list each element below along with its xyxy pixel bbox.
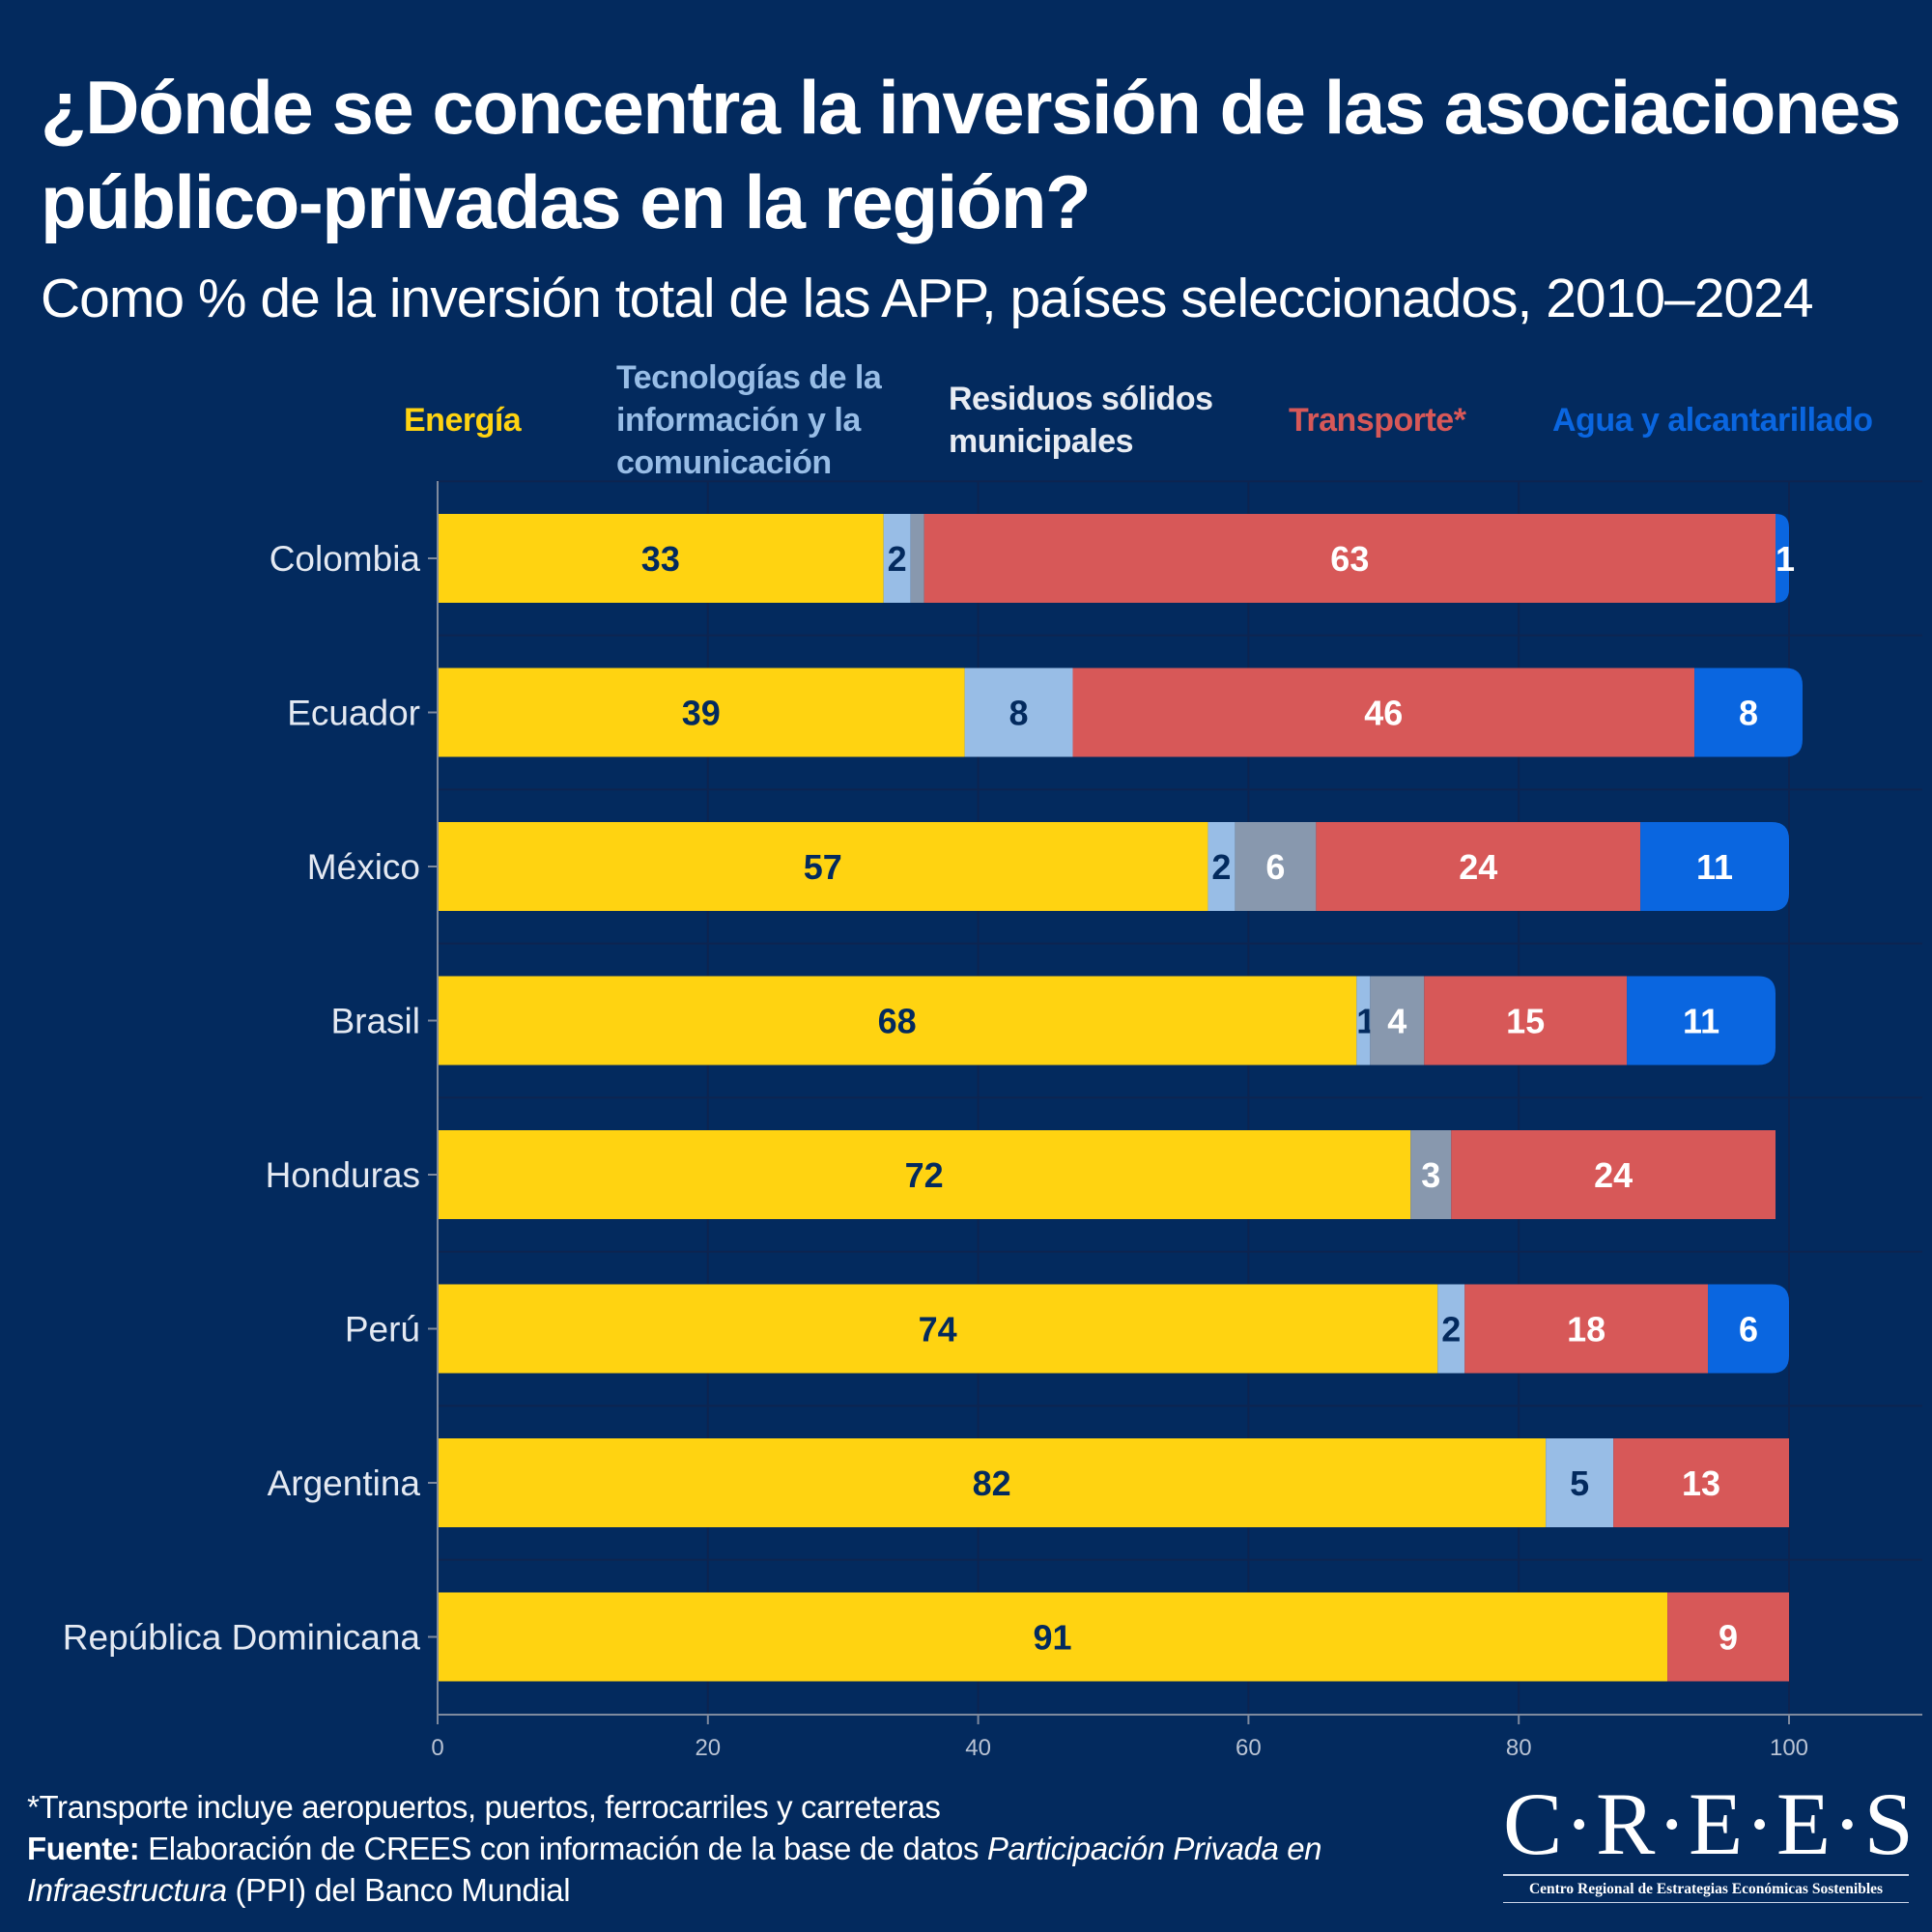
x-tick-label: 100 — [1770, 1735, 1808, 1761]
data-label-tic: 8 — [1009, 694, 1029, 733]
bar-segment-tic — [883, 514, 911, 603]
category-label: Ecuador — [287, 694, 420, 733]
source-database-name: Participación Privada en Infraestructura — [27, 1831, 1322, 1908]
legend-item-tic: Tecnologías de la información y la comun… — [616, 356, 906, 484]
bar-segment-transporte — [1424, 976, 1628, 1065]
data-label-energia: 72 — [905, 1155, 944, 1195]
data-label-residuos: 6 — [1265, 847, 1285, 887]
x-tick-label: 60 — [1236, 1735, 1262, 1761]
legend-item-residuos: Residuos sólidos municipales — [949, 378, 1238, 463]
bar-segment-transporte — [1316, 822, 1641, 911]
chart-subtitle: Como % de la inversión total de las APP,… — [41, 268, 1814, 329]
data-label-agua: 11 — [1683, 1002, 1719, 1041]
legend-item-energia: Energía — [404, 399, 549, 441]
data-label-energia: 39 — [682, 694, 721, 733]
legend-item-transporte: Transporte* — [1289, 399, 1501, 441]
data-label-energia: 57 — [804, 847, 842, 887]
bar-segment-tic — [1356, 976, 1371, 1065]
data-label-transporte: 15 — [1506, 1002, 1545, 1041]
logo-subtitle: Centro Regional de Estrategias Económica… — [1528, 1881, 1884, 1897]
bar-segment-energia — [438, 1284, 1438, 1374]
bar-segment-tic — [964, 668, 1073, 757]
category-label: Colombia — [270, 539, 421, 579]
bar-segment-transporte — [1072, 668, 1695, 757]
bar-segment-residuos — [1410, 1130, 1452, 1219]
data-label-agua: 6 — [1739, 1310, 1758, 1350]
bar-segment-transporte — [923, 514, 1776, 603]
bar-segment-agua — [1708, 1284, 1789, 1374]
bar-segment-energia — [438, 514, 884, 603]
bar-segment-energia — [438, 1130, 1411, 1219]
bar-segment-agua — [1776, 514, 1789, 603]
legend-label: Transporte* — [1289, 402, 1466, 439]
bar-segment-energia — [438, 1438, 1547, 1527]
footnote: *Transporte incluye aeropuertos, puertos… — [27, 1789, 941, 1825]
data-label-residuos: 3 — [1421, 1155, 1440, 1195]
data-label-tic: 5 — [1570, 1463, 1589, 1503]
bar-segment-tic — [1546, 1438, 1614, 1527]
bar-segment-transporte — [1613, 1438, 1789, 1527]
category-label: México — [307, 847, 420, 887]
data-label-tic: 2 — [1441, 1310, 1461, 1350]
data-label-energia: 74 — [919, 1310, 957, 1350]
data-label-tic: 2 — [888, 539, 907, 579]
data-label-transporte: 46 — [1364, 694, 1403, 733]
bar-segment-energia — [438, 822, 1208, 911]
data-label-transporte: 24 — [1459, 847, 1497, 887]
data-label-transporte: 18 — [1567, 1310, 1605, 1350]
category-label: Brasil — [330, 1002, 420, 1041]
category-label: Argentina — [268, 1463, 421, 1503]
bar-segment-energia — [438, 668, 965, 757]
bar-segment-energia — [438, 1592, 1668, 1682]
bar-segment-energia — [438, 976, 1357, 1065]
data-label-agua: 11 — [1696, 847, 1733, 887]
data-label-agua: 8 — [1739, 694, 1758, 733]
data-label-agua: 1 — [1776, 539, 1795, 579]
data-label-energia: 68 — [878, 1002, 917, 1041]
chart-title: ¿Dónde se concentra la inversión de las … — [41, 65, 1901, 244]
bar-segment-transporte — [1451, 1130, 1776, 1219]
bar-segment-residuos — [910, 514, 924, 603]
data-label-transporte: 63 — [1330, 539, 1369, 579]
x-tick-label: 80 — [1506, 1735, 1532, 1761]
data-label-energia: 91 — [1034, 1618, 1072, 1658]
x-tick-label: 0 — [431, 1735, 443, 1761]
source-text: Elaboración de CREES con información de … — [139, 1831, 987, 1866]
bar-segment-transporte — [1464, 1284, 1709, 1374]
logo-divider — [1503, 1874, 1909, 1876]
bar-segment-residuos — [1235, 822, 1317, 911]
data-label-transporte: 9 — [1719, 1618, 1738, 1658]
x-tick-label: 40 — [965, 1735, 991, 1761]
crees-logo: C·R·E·E·S Centro Regional de Estrategias… — [1503, 1775, 1916, 1903]
data-label-residuos: 4 — [1387, 1002, 1406, 1041]
legend-item-agua: Agua y alcantarillado — [1552, 399, 1919, 441]
data-label-tic: 2 — [1211, 847, 1231, 887]
x-tick-label: 20 — [695, 1735, 721, 1761]
source-note: Fuente: Elaboración de CREES con informa… — [27, 1828, 1399, 1911]
source-text-end: (PPI) del Banco Mundial — [226, 1872, 571, 1908]
bar-segment-tic — [1437, 1284, 1465, 1374]
legend-label: Agua y alcantarillado — [1552, 402, 1873, 439]
legend-label: Energía — [404, 402, 522, 439]
category-label: Perú — [345, 1310, 420, 1350]
bar-segment-agua — [1694, 668, 1803, 757]
category-label: República Dominicana — [63, 1618, 421, 1658]
bar-segment-transporte — [1667, 1592, 1789, 1682]
bar-segment-agua — [1627, 976, 1776, 1065]
data-label-transporte: 13 — [1682, 1463, 1720, 1503]
logo-divider-bottom — [1503, 1902, 1909, 1903]
bar-segment-tic — [1208, 822, 1236, 911]
category-label: Honduras — [266, 1155, 420, 1195]
data-label-energia: 82 — [973, 1463, 1011, 1503]
bar-segment-residuos — [1370, 976, 1425, 1065]
legend-label: Tecnologías de la información y la comun… — [616, 359, 882, 481]
logo-mark: C·R·E·E·S — [1503, 1775, 1916, 1873]
legend-label: Residuos sólidos municipales — [949, 381, 1213, 460]
bar-segment-agua — [1640, 822, 1789, 911]
source-label: Fuente: — [27, 1831, 140, 1866]
data-label-energia: 33 — [641, 539, 680, 579]
data-label-transporte: 24 — [1594, 1155, 1633, 1195]
